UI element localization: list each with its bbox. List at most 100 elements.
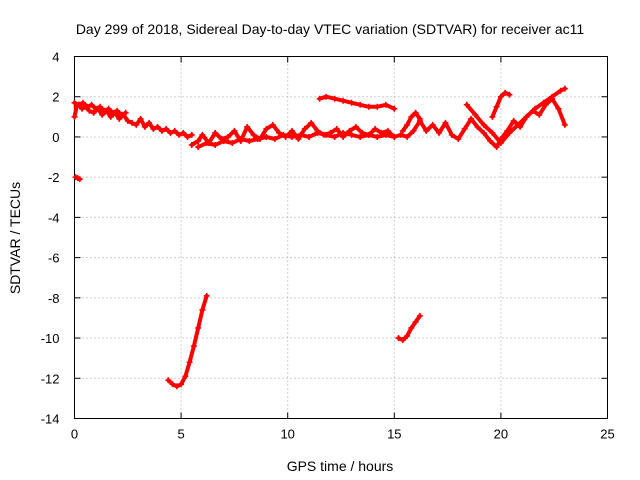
data-point — [99, 111, 106, 118]
data-point — [122, 109, 129, 116]
data-point — [237, 135, 244, 142]
data-point — [540, 99, 547, 106]
data-point — [150, 125, 157, 132]
data-point — [92, 105, 99, 112]
data-point — [340, 97, 347, 104]
data-point — [323, 93, 330, 100]
y-tick-label: 2 — [52, 90, 59, 105]
data-point — [137, 115, 144, 122]
data-point — [271, 135, 278, 142]
data-point — [372, 125, 379, 132]
data-point — [404, 133, 411, 140]
data-point — [423, 127, 430, 134]
data-point — [429, 121, 436, 128]
data-point — [333, 125, 340, 132]
data-point — [199, 306, 206, 313]
data-point — [365, 131, 372, 138]
data-point — [395, 335, 402, 342]
data-point — [416, 115, 423, 122]
grid-lines — [74, 56, 608, 419]
data-point — [357, 101, 364, 108]
series-deep-arc-near-5 — [166, 293, 209, 389]
data-point — [487, 137, 494, 144]
data-point — [404, 333, 411, 340]
data-point — [497, 139, 504, 146]
data-point — [474, 123, 481, 130]
data-point — [195, 325, 202, 331]
y-tick-label: 0 — [52, 130, 59, 145]
data-point — [436, 129, 443, 136]
y-tick-label: -2 — [48, 170, 60, 185]
y-tick-label: -4 — [48, 210, 60, 225]
data-point — [399, 337, 406, 344]
data-point — [480, 121, 487, 128]
data-point — [101, 107, 108, 114]
data-point — [532, 105, 539, 112]
series-main-band-late — [392, 96, 567, 149]
x-tick-label: 20 — [494, 427, 508, 442]
y-axis-label: SDTVAR / TECUs — [7, 182, 23, 294]
data-point — [288, 133, 295, 140]
data-point — [374, 133, 381, 140]
y-tick-label: -12 — [41, 371, 60, 386]
data-point — [514, 121, 521, 128]
data-point — [116, 115, 123, 122]
data-point — [203, 292, 210, 299]
data-point — [231, 127, 238, 134]
chart-title: Day 299 of 2018, Sidereal Day-to-day VTE… — [76, 21, 585, 37]
data-point — [408, 325, 415, 331]
data-point — [107, 113, 114, 120]
data-point — [244, 123, 251, 130]
x-tick-label: 10 — [280, 427, 294, 442]
data-point — [84, 103, 91, 110]
data-point — [561, 85, 568, 92]
data-point — [178, 381, 185, 388]
data-point — [269, 121, 276, 128]
data-point — [306, 133, 313, 140]
data-point — [199, 131, 206, 138]
data-point — [391, 133, 398, 140]
data-point — [384, 127, 391, 134]
data-point — [308, 119, 315, 126]
data-point — [158, 127, 165, 134]
x-axis-tick-labels: 0 5 10 15 20 25 — [71, 427, 615, 442]
data-point — [416, 312, 423, 319]
y-tick-label: -6 — [48, 251, 60, 266]
data-point — [301, 125, 308, 132]
data-point — [461, 125, 468, 132]
axis-ticks — [74, 56, 608, 419]
x-tick-label: 5 — [177, 427, 184, 442]
data-point — [114, 107, 121, 114]
data-point — [493, 144, 500, 150]
data-point — [165, 377, 172, 384]
data-point — [80, 99, 87, 106]
data-point — [455, 135, 462, 142]
plot-frame — [74, 56, 608, 419]
data-point — [97, 103, 104, 110]
data-point — [75, 101, 82, 108]
data-point — [133, 121, 140, 128]
data-point — [331, 95, 338, 102]
data-point — [175, 131, 182, 138]
data-point — [323, 131, 330, 138]
data-point — [195, 137, 202, 144]
x-tick-label: 25 — [600, 427, 614, 442]
data-point — [314, 129, 321, 136]
data-point — [154, 123, 161, 130]
data-point — [348, 131, 355, 138]
data-point — [348, 99, 355, 106]
data-point — [129, 119, 136, 126]
data-point — [225, 133, 232, 140]
data-point — [118, 111, 125, 118]
data-point — [188, 141, 195, 148]
data-point — [246, 137, 253, 144]
data-point — [448, 131, 455, 138]
data-point — [173, 383, 180, 390]
data-point — [374, 103, 381, 110]
data-point — [382, 101, 389, 108]
data-point — [408, 113, 415, 120]
data-point — [288, 127, 295, 134]
y-tick-label: -8 — [48, 291, 60, 306]
data-point — [88, 101, 95, 108]
